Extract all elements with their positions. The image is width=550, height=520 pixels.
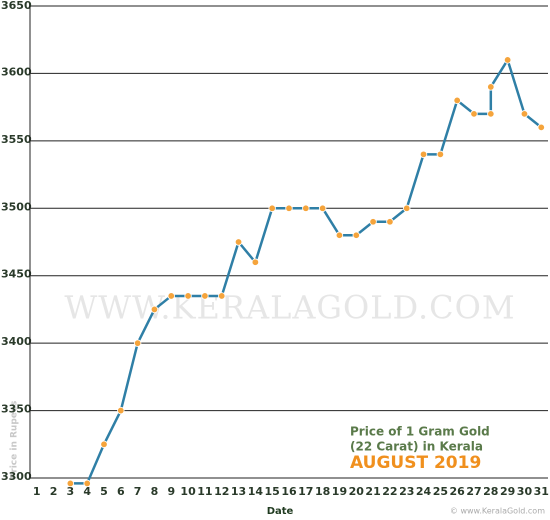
x-tick-label: 4 bbox=[83, 485, 91, 498]
point bbox=[218, 292, 226, 300]
point bbox=[487, 110, 495, 118]
point bbox=[386, 218, 394, 226]
point bbox=[150, 305, 159, 314]
point bbox=[453, 96, 461, 105]
point bbox=[470, 110, 478, 118]
x-axis-label: Date bbox=[267, 506, 294, 517]
x-tick-label: 22 bbox=[382, 485, 397, 498]
point bbox=[419, 150, 428, 159]
x-tick-label: 25 bbox=[433, 485, 448, 498]
point bbox=[184, 292, 192, 300]
y-tick-label: 3350 bbox=[1, 403, 32, 416]
x-tick-label: 27 bbox=[466, 485, 481, 498]
x-tick-label: 23 bbox=[399, 485, 414, 498]
credit: © www.KeralaGold.com bbox=[450, 507, 545, 516]
x-tick-label: 28 bbox=[483, 485, 498, 498]
point bbox=[520, 110, 529, 118]
x-tick-label: 30 bbox=[517, 485, 533, 498]
x-tick-label: 11 bbox=[197, 485, 212, 498]
x-tick-label: 18 bbox=[315, 485, 330, 498]
point bbox=[352, 231, 360, 239]
x-tick-label: 5 bbox=[100, 485, 108, 498]
point bbox=[302, 204, 310, 212]
x-tick-label: 3 bbox=[67, 485, 75, 498]
x-tick-label: 19 bbox=[332, 485, 347, 498]
x-tick-label: 26 bbox=[450, 485, 466, 498]
x-tick-label: 2 bbox=[50, 485, 58, 498]
x-tick-label: 14 bbox=[248, 485, 264, 498]
point bbox=[285, 204, 293, 212]
x-tick-label: 16 bbox=[281, 485, 297, 498]
x-tick-label: 10 bbox=[180, 485, 196, 498]
x-tick-label: 9 bbox=[167, 485, 175, 498]
y-tick-label: 3300 bbox=[1, 470, 32, 483]
y-axis-label: Price in Rupees bbox=[10, 401, 20, 480]
x-tick-label: 1 bbox=[33, 485, 41, 498]
x-tick-label: 13 bbox=[231, 485, 246, 498]
point bbox=[66, 479, 75, 488]
annotation: (22 Carat) in Kerala bbox=[350, 440, 483, 454]
point bbox=[318, 204, 327, 212]
y-tick-label: 3600 bbox=[1, 65, 32, 78]
y-tick-label: 3500 bbox=[1, 200, 32, 213]
point bbox=[133, 339, 142, 347]
point bbox=[503, 56, 512, 64]
x-tick-label: 12 bbox=[214, 485, 229, 498]
annotation: Price of 1 Gram Gold bbox=[350, 425, 490, 439]
point bbox=[234, 238, 243, 246]
point bbox=[369, 218, 377, 226]
point bbox=[100, 440, 108, 448]
annotation: AUGUST 2019 bbox=[350, 453, 481, 473]
x-tick-label: 8 bbox=[151, 485, 159, 498]
line bbox=[70, 56, 543, 485]
point bbox=[537, 123, 545, 132]
y-tick-label: 3450 bbox=[1, 268, 32, 281]
point bbox=[335, 231, 344, 239]
x-tick-label: 24 bbox=[416, 485, 432, 498]
y-tick-label: 3650 bbox=[1, 0, 32, 12]
point bbox=[83, 479, 91, 488]
x-tick-label: 21 bbox=[365, 485, 380, 498]
x-tick-label: 17 bbox=[298, 485, 313, 498]
x-tick-label: 7 bbox=[134, 485, 142, 498]
x-tick-label: 20 bbox=[349, 485, 365, 498]
point bbox=[436, 150, 445, 159]
x-tick-label: 29 bbox=[500, 485, 515, 498]
point bbox=[117, 406, 125, 415]
point bbox=[487, 83, 495, 91]
y-tick-label: 3550 bbox=[1, 133, 32, 146]
point bbox=[403, 204, 411, 212]
point bbox=[167, 292, 175, 300]
y-tick-label: 3400 bbox=[1, 335, 32, 348]
x-tick-label: 31 bbox=[534, 485, 549, 498]
x-tick-label: 6 bbox=[117, 485, 125, 498]
x-tick-label: 15 bbox=[265, 485, 280, 498]
watermark: WWW.KERALAGOLD.COM bbox=[64, 289, 515, 327]
point bbox=[201, 292, 209, 300]
point bbox=[268, 204, 276, 212]
point bbox=[251, 258, 260, 266]
